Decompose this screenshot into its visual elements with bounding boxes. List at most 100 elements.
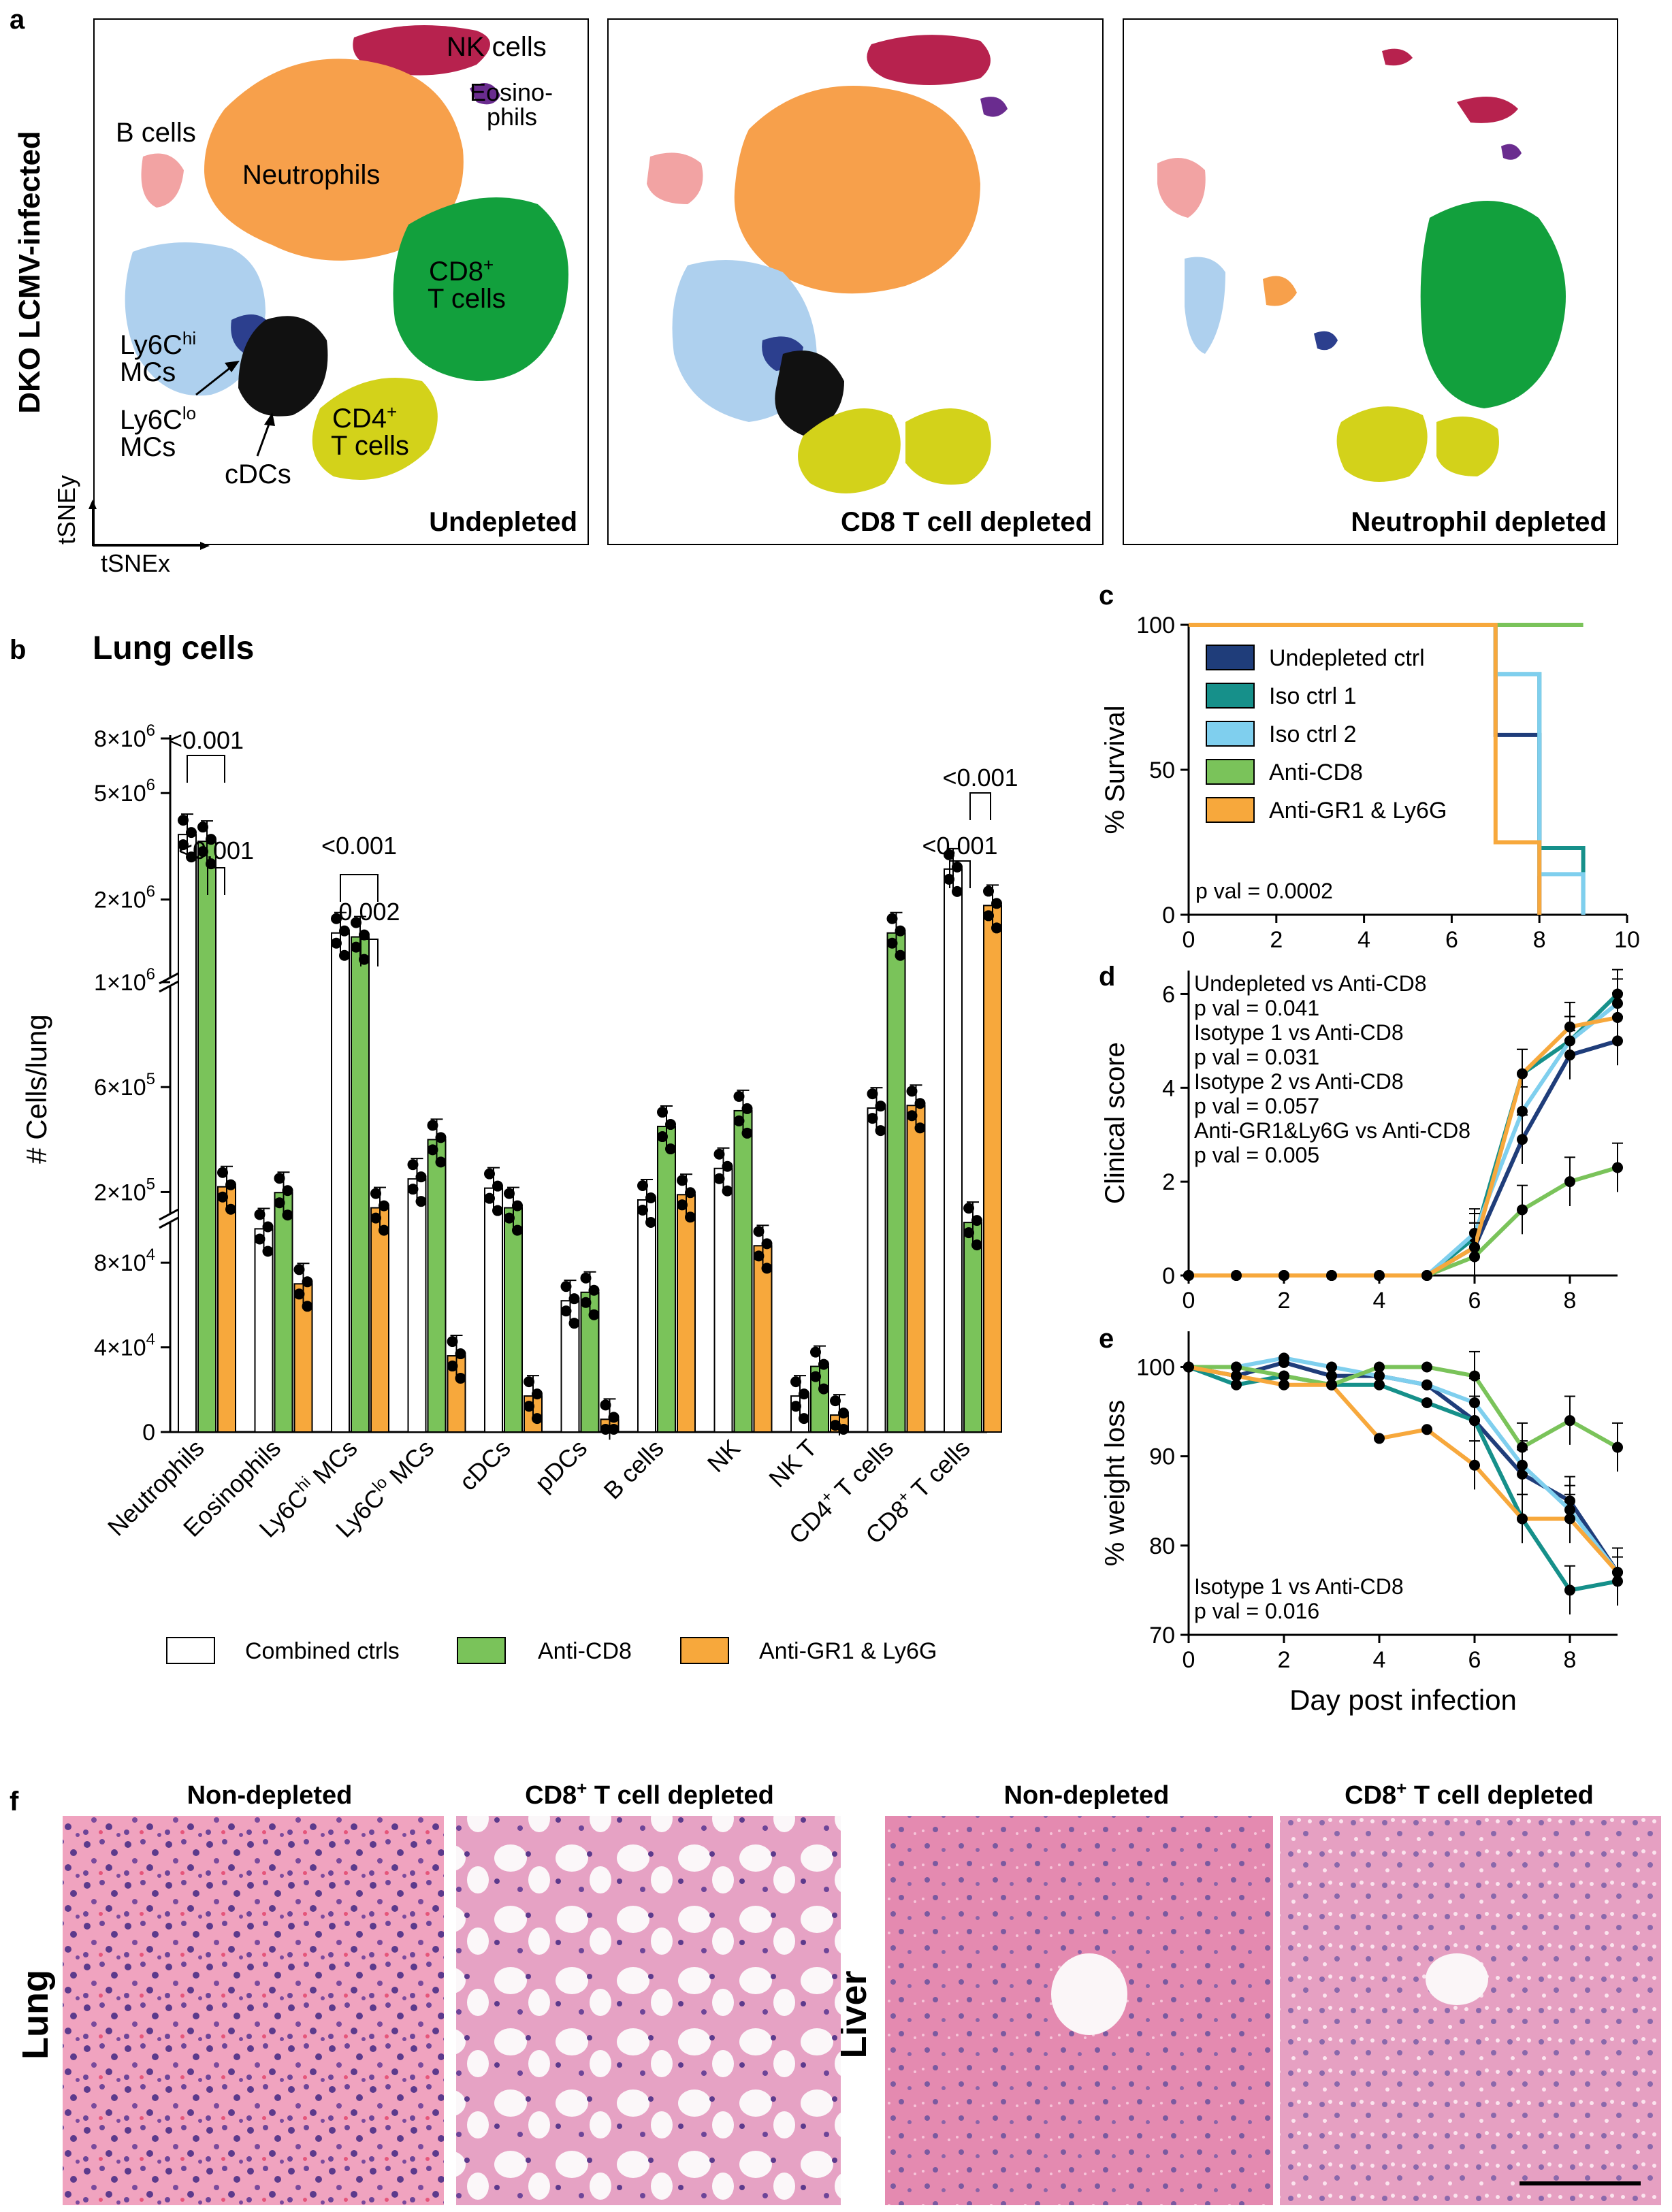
bar-anti-cd8 (197, 841, 216, 1433)
series-point (1421, 1379, 1432, 1390)
tsne-label-neutrophil-depleted: Neutrophil depleted (1351, 507, 1607, 537)
axis-break-mark-0 (159, 1216, 180, 1229)
y-tick-label: 2×106 (94, 883, 155, 913)
data-point (733, 1090, 745, 1102)
data-point (217, 1191, 228, 1203)
label-neutrophils: Neutrophils (242, 160, 380, 190)
significance-label: <0.001 (321, 832, 397, 860)
label-ly6chi: Ly6Chi (120, 328, 196, 360)
x-tick-label: 4 (1373, 1647, 1386, 1673)
label-ly6clo-mcs: MCs (120, 432, 176, 462)
tsne-x-label: tSNEx (101, 549, 170, 577)
data-point (608, 1412, 620, 1423)
data-point (302, 1276, 313, 1288)
bar-anti-cd8 (963, 1222, 982, 1433)
data-point (753, 1226, 765, 1237)
bar-anti-gr1-ly6g (370, 1207, 389, 1433)
bar-legend: Combined ctrls Anti-CD8 Anti-GR1 & Ly6G (166, 1637, 937, 1664)
series-line-iso-ctrl-1 (1187, 1365, 1618, 1593)
series-point (1326, 1379, 1337, 1390)
weight-loss-chart: 70 80 90 100 0 2 4 6 8 % weight loss Day post infe… (1100, 1331, 1623, 1716)
data-point (484, 1192, 495, 1204)
data-point (637, 1205, 648, 1216)
series-point (1231, 1370, 1242, 1382)
label-cd4-t-cells: T cells (331, 431, 409, 461)
y-tick-label: 0 (1162, 1263, 1175, 1289)
data-point (608, 1424, 620, 1435)
data-point (886, 913, 898, 924)
panel-letter-a: a (10, 5, 25, 35)
arrowhead-cdcs (264, 412, 275, 426)
series-point (1421, 1270, 1432, 1281)
histo-row-lung: Lung (15, 1970, 56, 2060)
data-point (838, 1408, 849, 1419)
histo-image-lung-cd8-depleted (456, 1816, 841, 2205)
bar-anti-cd8 (733, 1109, 753, 1433)
data-point (492, 1180, 503, 1192)
panel-letter-d: d (1099, 962, 1115, 992)
data-point (761, 1263, 773, 1274)
data-point (963, 1203, 974, 1214)
data-point (331, 937, 342, 949)
data-point (447, 1336, 458, 1348)
y-tick-label: 6 (1162, 981, 1175, 1007)
label-cd4: CD4+ (332, 402, 397, 434)
clinical-note: p val = 0.031 (1194, 1045, 1319, 1069)
clinical-note: p val = 0.041 (1194, 996, 1319, 1020)
data-point (262, 1246, 274, 1257)
bar-anti-gr1-ly6g (753, 1245, 773, 1433)
y-axis-label: % Survival (1100, 706, 1130, 834)
data-point (875, 1101, 886, 1112)
data-point (359, 929, 370, 941)
y-axis-label: Clinical score (1100, 1042, 1130, 1204)
x-tick-label: 0 (1183, 1288, 1195, 1314)
significance-label: <0.001 (168, 726, 244, 754)
series-line-anti-cd8 (1189, 1165, 1618, 1278)
cluster-cd4-t-cells (312, 378, 438, 480)
cluster-eosinophils (470, 83, 500, 105)
clinical-note: p val = 0.005 (1194, 1143, 1319, 1167)
data-point (560, 1305, 572, 1317)
series-point (1279, 1352, 1289, 1364)
panel-b-ylabel: # Cells/lung (20, 1014, 52, 1163)
cluster-neutrophils (204, 59, 464, 261)
data-point (665, 1119, 676, 1131)
y-tick-label: 70 (1149, 1623, 1175, 1648)
data-point (254, 1233, 266, 1245)
series-point (1183, 1361, 1194, 1373)
data-point (914, 1122, 926, 1134)
data-point (351, 917, 361, 928)
data-point (600, 1424, 611, 1435)
legend-swatch-combined-ctrls (166, 1637, 215, 1664)
series-point (1279, 1370, 1289, 1382)
data-point (580, 1272, 592, 1284)
significance-label: <0.001 (178, 836, 254, 864)
data-point (282, 1209, 293, 1221)
data-point (339, 949, 350, 961)
data-point (568, 1318, 580, 1329)
data-point (991, 898, 1002, 909)
histo-title-liver-nondepleted: Non-depleted (1004, 1781, 1170, 1810)
data-point (225, 1203, 236, 1215)
x-tick-label: 4 (1357, 927, 1370, 953)
significance-bracket (360, 939, 379, 966)
legend-label-anti-cd8: Anti-CD8 (538, 1638, 632, 1664)
histo-image-liver-cd8-depleted (1280, 1816, 1661, 2205)
data-point (293, 1264, 305, 1275)
data-point (952, 885, 963, 897)
x-tick-label: 6 (1468, 1288, 1481, 1314)
data-point (875, 1125, 886, 1137)
label-eosinophils-2: phils (487, 103, 537, 131)
data-point (178, 815, 189, 826)
data-point (588, 1284, 600, 1296)
y-tick-label: 2×105 (94, 1175, 155, 1205)
data-point (524, 1376, 534, 1388)
series-point (1183, 1270, 1194, 1281)
clinical-note: Anti-GR1&Ly6G vs Anti-CD8 (1194, 1118, 1470, 1143)
bar-combined-ctrls (713, 1167, 733, 1433)
category-label: NK T (763, 1434, 822, 1493)
bar-anti-gr1-ly6g (906, 1105, 926, 1433)
x-tick-label: 6 (1445, 927, 1458, 953)
series-point (1374, 1370, 1385, 1382)
